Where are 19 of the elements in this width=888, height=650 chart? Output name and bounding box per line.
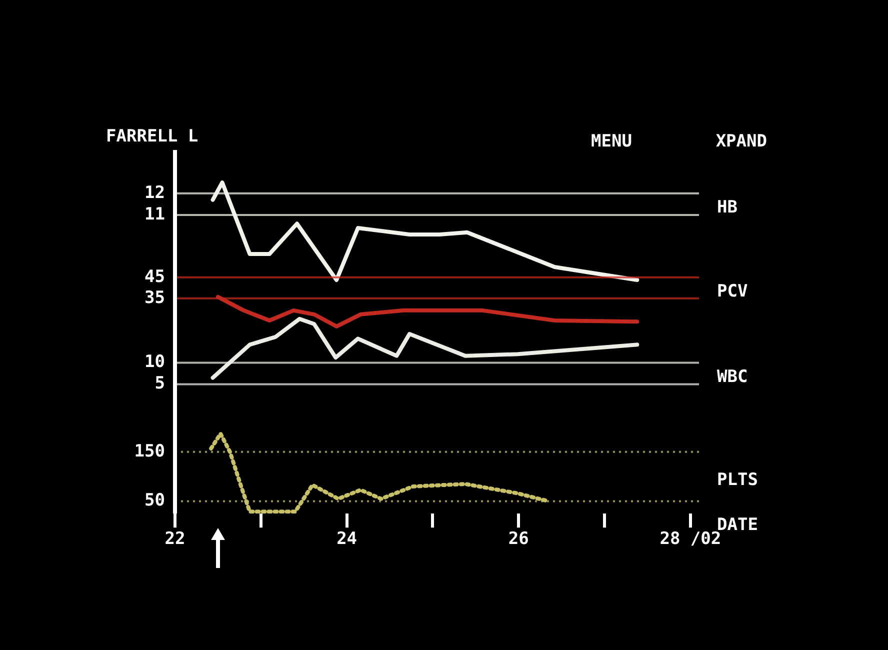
annotation: MENU [591, 131, 632, 152]
y-tick-label: 50 [144, 490, 165, 511]
x-tick-label: 26 [508, 529, 529, 550]
text: HB [717, 198, 738, 218]
y-tick-label: 12 [144, 182, 165, 203]
x-tick-label: 24 [336, 529, 358, 550]
text: XPAND [716, 131, 767, 152]
y2-tick-label: 45 [144, 266, 165, 287]
y3-tick-label: 5 [154, 374, 165, 394]
x-tick-label: 22 [164, 529, 186, 550]
text: WBC [717, 366, 748, 387]
x-tick-label: 28 /02 [660, 529, 722, 550]
text: PLTS [717, 470, 758, 490]
y2-tick-label: 35 [144, 288, 165, 308]
chart-title: FARRELL L [106, 126, 198, 146]
text: PCV [717, 281, 748, 302]
y-tick-label: 150 [134, 441, 165, 462]
y-tick-label: 11 [144, 204, 165, 224]
y3-tick-label: 10 [144, 352, 165, 372]
